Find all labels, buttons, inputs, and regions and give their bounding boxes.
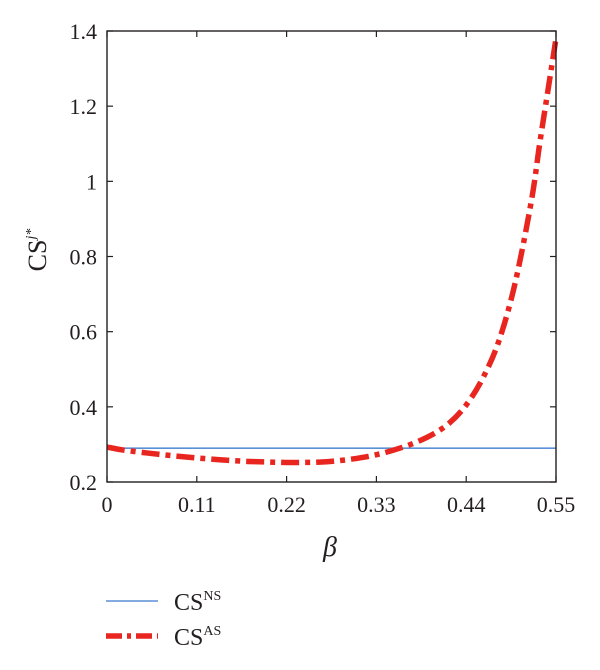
plot-lines — [106, 38, 559, 466]
y-axis-label-sup: j* — [24, 229, 39, 242]
y-tick-label: 1.4 — [70, 19, 98, 44]
y-tick-label: 1 — [86, 169, 97, 194]
y-axis-label: CSj* — [23, 229, 52, 272]
x-tick-label: 0.55 — [537, 492, 576, 517]
x-tick-label: 0.11 — [178, 492, 216, 517]
legend-label-ns: CSNS — [174, 589, 221, 616]
plot-frame — [106, 30, 557, 483]
x-tick-label: 0.22 — [267, 492, 306, 517]
y-tick-label: 1.2 — [70, 94, 98, 119]
x-tick-label: 0 — [102, 492, 113, 517]
legend-item-ns: CSNS — [106, 589, 221, 616]
y-axis: 0.2 0.4 0.6 0.8 1 1.2 1.4 — [70, 19, 556, 495]
x-axis: 0 0.11 0.22 0.33 0.44 0.55 — [102, 31, 576, 517]
x-tick-label: 0.44 — [447, 492, 486, 517]
legend-label-as: CSAS — [174, 624, 221, 651]
series-line-cs-as — [106, 38, 559, 466]
y-tick-label: 0.6 — [70, 320, 98, 345]
legend-item-as: CSAS — [106, 624, 221, 651]
x-tick-label: 0.33 — [357, 492, 396, 517]
y-axis-label-base: CS — [23, 240, 52, 272]
y-tick-label: 0.2 — [70, 470, 98, 495]
y-tick-label: 0.8 — [70, 245, 98, 270]
legend: CSNS CSAS — [106, 589, 221, 651]
y-tick-label: 0.4 — [70, 395, 98, 420]
x-axis-label: β — [322, 532, 337, 563]
